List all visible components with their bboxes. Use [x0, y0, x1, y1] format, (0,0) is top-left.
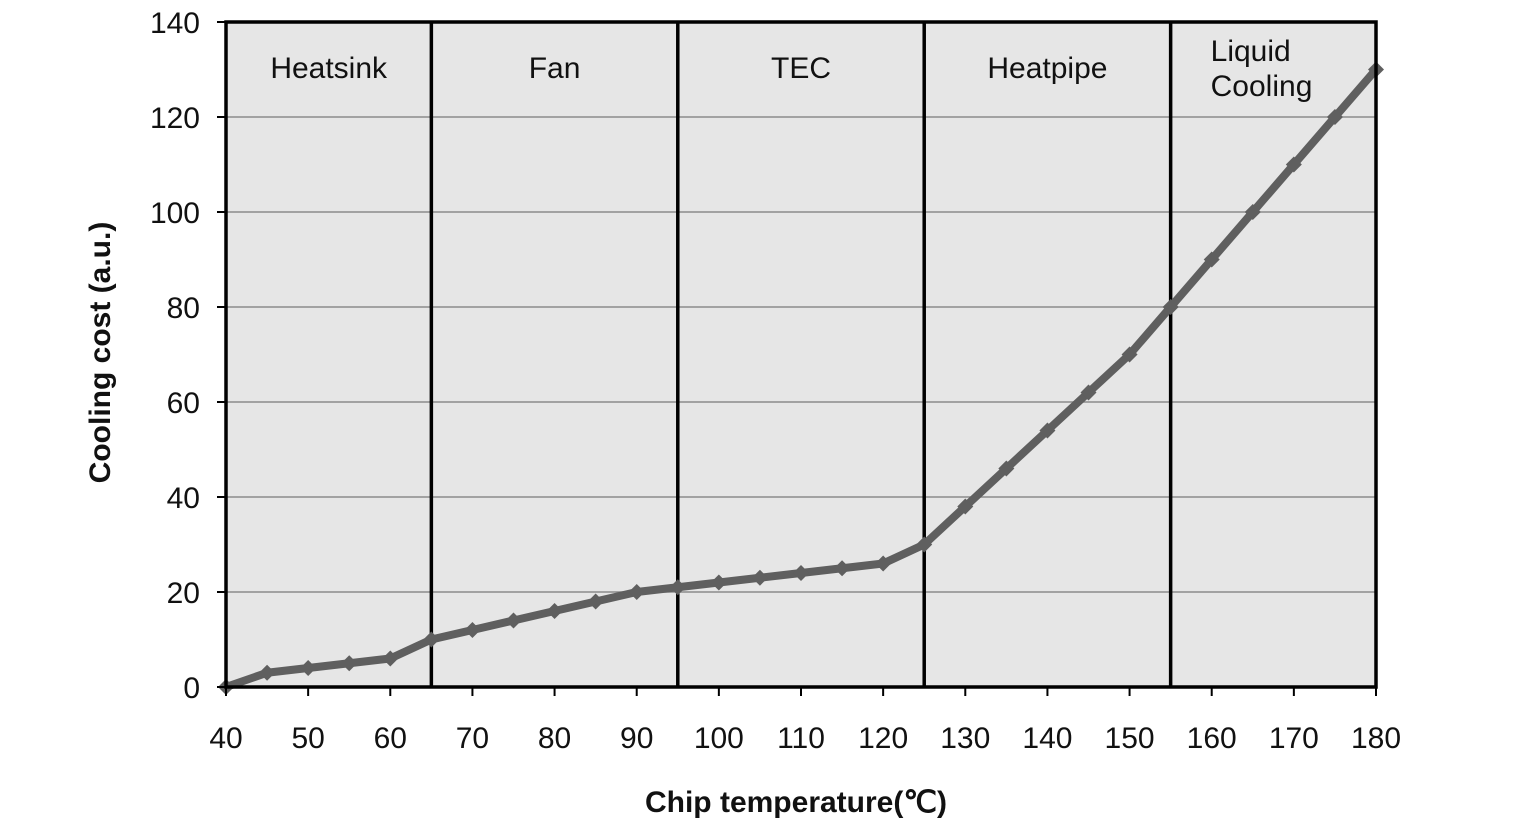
data-point-105 — [751, 569, 768, 586]
data-point-130 — [957, 498, 974, 515]
data-point-65 — [423, 631, 440, 648]
y-tick-label-40: 40 — [167, 482, 200, 515]
data-point-85 — [587, 593, 604, 610]
x-tick-label-110: 110 — [777, 722, 825, 755]
data-point-50 — [300, 660, 317, 676]
x-tick-label-70: 70 — [456, 722, 489, 755]
x-axis-title: Chip temperature(℃) — [645, 786, 947, 819]
data-point-170 — [1285, 156, 1302, 173]
region-label-tec: TEC — [771, 52, 831, 85]
data-point-115 — [834, 560, 851, 577]
data-point-95 — [669, 579, 686, 596]
data-point-80 — [546, 603, 563, 619]
y-tick-label-0: 0 — [183, 672, 200, 705]
region-label-liquid-cooling: Liquid Cooling — [1211, 35, 1313, 103]
data-point-145 — [1080, 384, 1097, 401]
x-axis-ticks: 40 50 60 70 80 90 100 110 120 130 140 150 160 170 180 — [209, 687, 1401, 755]
x-tick-label-150: 150 — [1105, 722, 1155, 755]
data-point-120 — [875, 555, 892, 572]
y-tick-label-20: 20 — [167, 577, 200, 610]
region-label-heatsink: Heatsink — [270, 52, 388, 85]
data-point-45 — [259, 664, 276, 681]
gridlines — [226, 116, 1376, 593]
data-point-165 — [1244, 204, 1261, 220]
region-labels: Heatsink Fan TEC Heatpipe Liquid Cooling — [270, 35, 1312, 103]
region-dividers — [429, 22, 1173, 687]
y-tick-label-120: 120 — [150, 102, 200, 135]
data-point-125 — [916, 536, 933, 553]
y-tick-label-140: 140 — [150, 7, 200, 40]
x-tick-label-130: 130 — [940, 722, 990, 755]
y-tick-label-100: 100 — [150, 197, 200, 230]
data-point-75 — [505, 612, 522, 629]
x-tick-label-90: 90 — [620, 722, 653, 755]
x-tick-label-160: 160 — [1187, 722, 1237, 755]
data-point-100 — [710, 574, 727, 591]
x-tick-label-170: 170 — [1269, 722, 1319, 755]
x-tick-label-60: 60 — [374, 722, 407, 755]
region-label-fan: Fan — [529, 52, 581, 85]
data-point-160 — [1203, 251, 1220, 268]
plot-background — [226, 22, 1376, 687]
data-point-140 — [1039, 422, 1056, 439]
y-tick-label-60: 60 — [167, 387, 200, 420]
data-point-155 — [1162, 299, 1179, 315]
region-label-heatpipe: Heatpipe — [987, 52, 1107, 85]
x-tick-label-80: 80 — [538, 722, 571, 755]
data-point-55 — [341, 655, 358, 672]
y-axis-title: Cooling cost (a.u.) — [84, 222, 117, 484]
data-point-70 — [464, 622, 481, 638]
y-tick-label-80: 80 — [167, 292, 200, 325]
data-point-150 — [1121, 346, 1138, 363]
x-tick-label-120: 120 — [858, 722, 908, 755]
x-tick-label-40: 40 — [209, 722, 242, 755]
x-tick-label-100: 100 — [694, 722, 744, 755]
data-point-110 — [793, 565, 809, 581]
x-tick-label-50: 50 — [291, 722, 324, 755]
x-tick-label-180: 180 — [1351, 722, 1401, 755]
x-tick-label-140: 140 — [1022, 722, 1072, 755]
region-label-liquid-cooling-line-2: Cooling — [1211, 70, 1313, 103]
series-layer — [218, 61, 1384, 695]
y-axis-ticks: 0 20 40 60 80 100 120 140 — [150, 7, 226, 705]
data-point-175 — [1326, 109, 1343, 125]
data-point-135 — [998, 460, 1015, 477]
data-point-90 — [628, 584, 645, 600]
data-point-60 — [382, 650, 399, 667]
region-label-liquid-cooling-line-1: Liquid — [1211, 35, 1291, 68]
